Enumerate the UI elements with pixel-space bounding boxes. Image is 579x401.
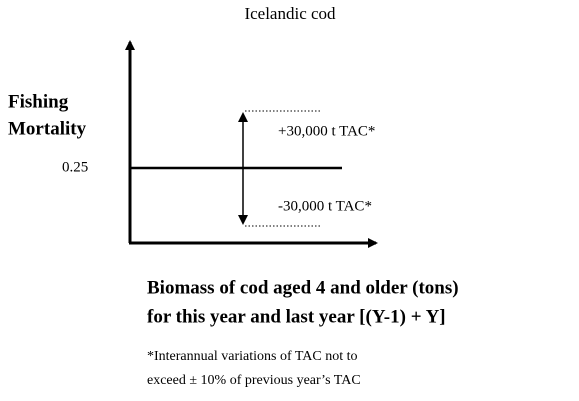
y-axis-label: Fishing: [8, 91, 69, 112]
x-axis-label: Biomass of cod aged 4 and older (tons): [147, 277, 459, 298]
lower-annotation: -30,000 t TAC*: [278, 198, 372, 214]
y-axis-label: Mortality: [8, 118, 87, 139]
footnote: *Interannual variations of TAC not to: [147, 349, 358, 364]
title: Icelandic cod: [244, 4, 336, 23]
upper-annotation: +30,000 t TAC*: [278, 123, 375, 139]
x-axis-label: for this year and last year [(Y-1) + Y]: [147, 306, 446, 327]
footnote: exceed ± 10% of previous year’s TAC: [147, 373, 361, 388]
level-label: 0.25: [62, 159, 88, 175]
